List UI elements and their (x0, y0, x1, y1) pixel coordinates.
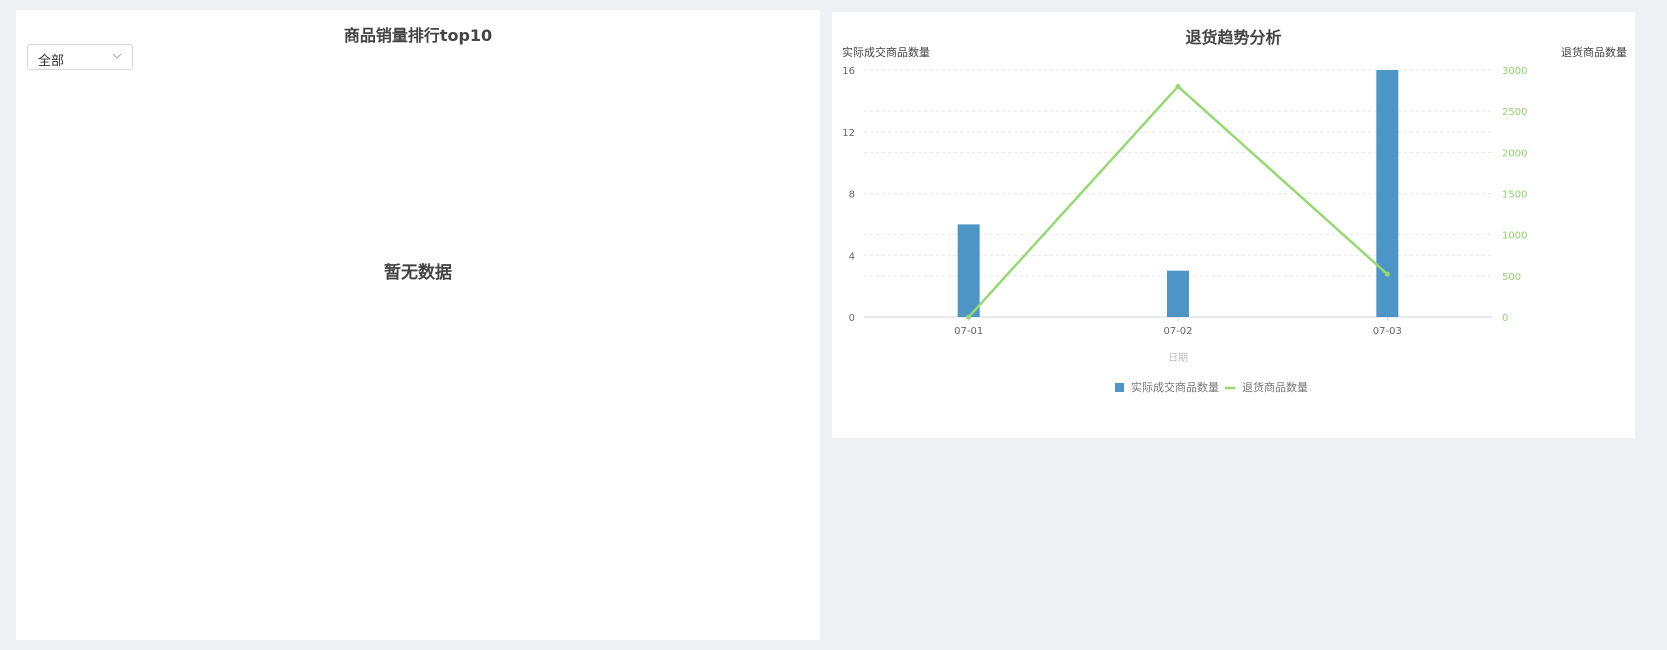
y-left-tick-label: 12 (842, 128, 855, 139)
y-left-tick-label: 16 (842, 66, 855, 77)
legend-bar-label: 实际成交商品数量 (1131, 380, 1219, 394)
bar-07-02 (1167, 270, 1189, 317)
legend-line-label: 退货商品数量 (1242, 380, 1308, 394)
y-right-tick-label: 1500 (1502, 190, 1527, 201)
y-right-tick-label: 2500 (1502, 107, 1527, 118)
y-right-tick-label: 3000 (1502, 66, 1527, 77)
y-right-tick-label: 1000 (1502, 231, 1527, 242)
y-left-tick-label: 0 (849, 313, 855, 324)
sales-ranking-title: 商品销量排行top10 (343, 26, 493, 45)
line-point-07-03 (1384, 271, 1390, 277)
empty-data-message: 暂无数据 (384, 263, 452, 283)
y-left-tick-label: 4 (849, 251, 855, 262)
bar-07-03 (1376, 70, 1399, 317)
y-left-tick-label: 8 (849, 190, 855, 201)
return-trend-chart: 0481216050010001500200025003000实际成交商品数量退… (842, 45, 1627, 394)
return-trend-title: 退货趋势分析 (1185, 28, 1282, 47)
sales-ranking-panel: 商品销量排行top10 全部 暂无数据 (16, 10, 820, 640)
x-axis-label: 日期 (1168, 352, 1188, 364)
return-trend-panel: 退货趋势分析 0 4 8 12 16 0 500 1000 1500 2000 2500 3000 实际… (832, 12, 1635, 438)
x-tick-label: 07-03 (1373, 326, 1402, 337)
y-left-axis-label: 实际成交商品数量 (842, 45, 930, 59)
line-point-07-02 (1175, 83, 1181, 89)
legend-bar-swatch (1115, 383, 1124, 392)
y-right-tick-label: 0 (1502, 313, 1508, 324)
chevron-down-icon (112, 53, 122, 59)
x-tick-label: 07-02 (1163, 326, 1192, 337)
category-select[interactable]: 全部 (27, 44, 133, 70)
bar-07-01 (957, 224, 980, 317)
line-point-07-01 (966, 314, 972, 320)
y-right-tick-label: 2000 (1502, 148, 1527, 159)
y-right-axis-label: 退货商品数量 (1561, 45, 1627, 59)
x-tick-label: 07-01 (954, 326, 983, 337)
y-right-tick-label: 500 (1502, 272, 1521, 283)
category-select-value: 全部 (38, 54, 65, 69)
